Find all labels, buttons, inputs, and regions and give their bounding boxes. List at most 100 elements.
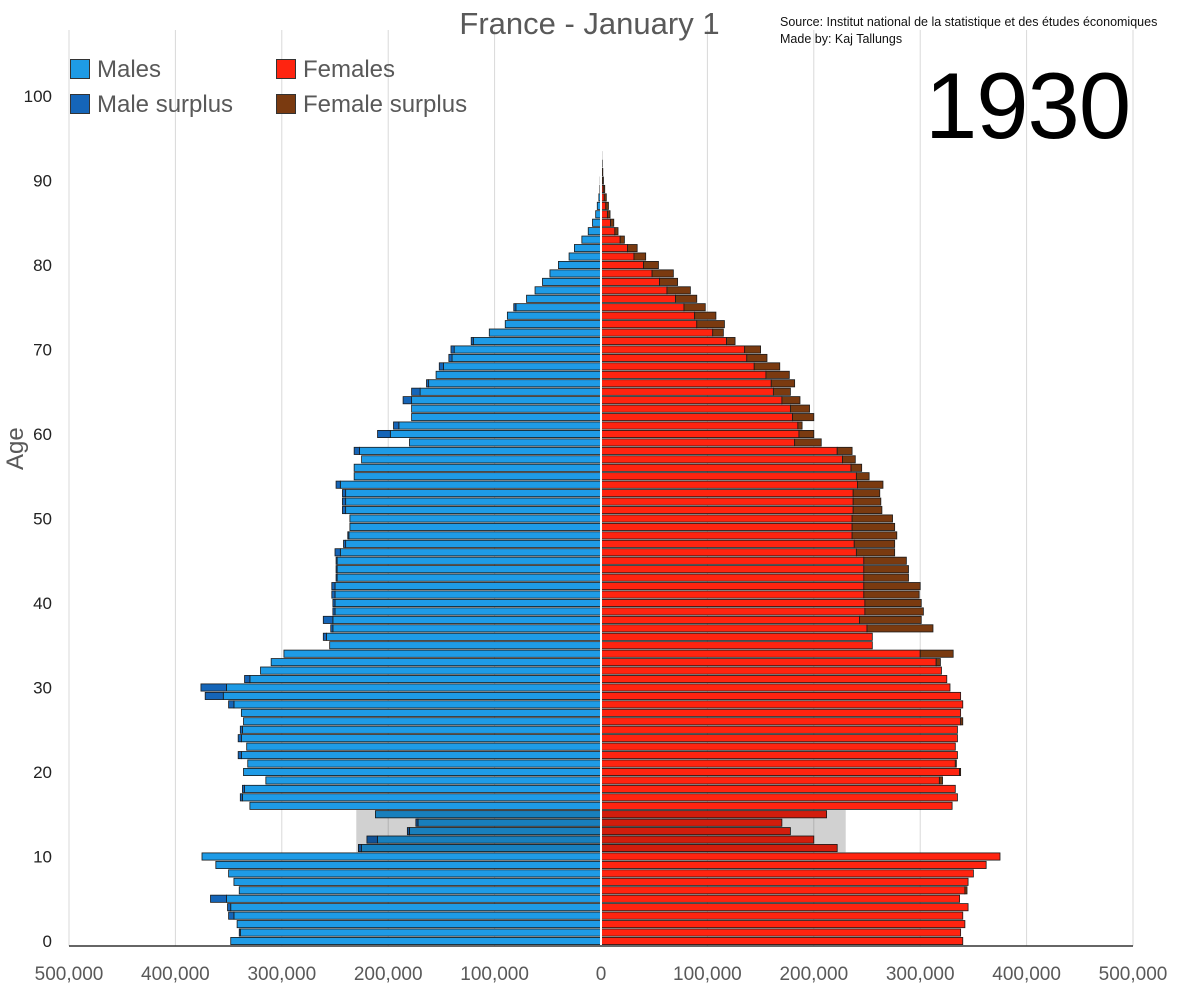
x-tick-label: 500,000 bbox=[1099, 964, 1168, 985]
male-bar bbox=[359, 446, 602, 455]
male-surplus-bar bbox=[342, 497, 347, 506]
female-bar bbox=[600, 759, 956, 768]
male-surplus-bar bbox=[335, 480, 341, 489]
y-tick-label: 10 bbox=[33, 848, 52, 867]
female-surplus-bar bbox=[659, 277, 679, 286]
female-bar bbox=[600, 590, 865, 599]
male-surplus-bar bbox=[332, 599, 336, 608]
male-surplus-bar bbox=[210, 894, 227, 903]
female-surplus-bar bbox=[746, 353, 768, 362]
male-surplus-bar bbox=[228, 911, 235, 920]
female-surplus-bar bbox=[852, 489, 881, 498]
female-surplus-bar bbox=[863, 582, 921, 591]
female-bar bbox=[600, 937, 964, 946]
male-bar bbox=[409, 438, 602, 447]
male-surplus-bar bbox=[238, 928, 241, 937]
y-tick-label: 20 bbox=[33, 763, 52, 782]
male-surplus-bar bbox=[227, 903, 232, 912]
male-bar bbox=[389, 429, 602, 438]
female-bar bbox=[600, 370, 767, 379]
female-bar bbox=[600, 793, 958, 802]
y-tick-label: 100 bbox=[24, 87, 52, 106]
female-bar bbox=[600, 776, 940, 785]
x-tick-label: 100,000 bbox=[673, 964, 742, 985]
female-surplus-bar bbox=[666, 286, 691, 295]
male-bar bbox=[334, 599, 602, 608]
female-bar bbox=[600, 353, 748, 362]
male-surplus-bar bbox=[239, 725, 243, 734]
male-bar bbox=[249, 675, 602, 684]
female-bar bbox=[600, 286, 668, 295]
female-bar bbox=[600, 599, 866, 608]
male-bar bbox=[428, 379, 602, 388]
male-bar bbox=[334, 590, 602, 599]
female-surplus-bar bbox=[852, 506, 883, 515]
female-surplus-bar bbox=[633, 252, 647, 261]
female-surplus-bar bbox=[938, 776, 943, 785]
y-tick-label: 70 bbox=[33, 341, 52, 360]
male-surplus-bar bbox=[353, 446, 360, 455]
female-bar bbox=[600, 303, 685, 312]
male-surplus-bar bbox=[322, 632, 327, 641]
female-bar bbox=[600, 869, 974, 878]
female-bar bbox=[600, 582, 865, 591]
female-surplus-bar bbox=[964, 886, 968, 895]
male-bar bbox=[239, 928, 602, 937]
female-bar bbox=[600, 446, 838, 455]
female-surplus-bar bbox=[855, 548, 896, 557]
male-surplus-bar bbox=[343, 539, 347, 548]
male-surplus-bar bbox=[426, 379, 430, 388]
male-bar bbox=[348, 531, 602, 540]
female-surplus-bar bbox=[851, 514, 893, 523]
male-bar bbox=[240, 751, 602, 760]
y-tick-label: 60 bbox=[33, 425, 52, 444]
male-bar bbox=[230, 937, 602, 946]
male-bar bbox=[345, 506, 602, 515]
male-bar bbox=[260, 666, 602, 675]
female-surplus-bar bbox=[643, 260, 659, 269]
male-bar bbox=[339, 480, 602, 489]
male-bar bbox=[332, 624, 602, 633]
female-bar bbox=[600, 920, 966, 929]
source-credit: Source: Institut national de la statisti… bbox=[780, 14, 1157, 48]
female-bar bbox=[600, 903, 969, 912]
male-surplus-bar bbox=[406, 827, 410, 836]
female-surplus-bar bbox=[651, 269, 674, 278]
female-surplus-bar bbox=[744, 345, 762, 354]
male-bar bbox=[504, 320, 602, 329]
y-tick-label: 50 bbox=[33, 510, 52, 529]
male-surplus-bar bbox=[204, 691, 224, 700]
female-bar bbox=[600, 565, 865, 574]
male-surplus-bar bbox=[242, 784, 245, 793]
legend-label-female-surplus: Female surplus bbox=[303, 91, 468, 118]
x-tick-label: 400,000 bbox=[992, 964, 1061, 985]
female-bar bbox=[600, 235, 621, 244]
male-bar bbox=[345, 489, 602, 498]
female-bar bbox=[600, 911, 964, 920]
female-bar bbox=[600, 742, 956, 751]
male-bar bbox=[230, 903, 602, 912]
bars bbox=[200, 92, 1001, 946]
female-bar bbox=[600, 387, 774, 396]
x-tick-label: 400,000 bbox=[141, 964, 210, 985]
male-bar bbox=[443, 362, 602, 371]
female-bar bbox=[600, 877, 969, 886]
female-surplus-bar bbox=[781, 396, 801, 405]
female-surplus-bar bbox=[712, 328, 724, 337]
female-bar bbox=[600, 691, 962, 700]
male-bar bbox=[339, 548, 602, 557]
female-bar bbox=[600, 573, 865, 582]
female-bar bbox=[600, 218, 611, 227]
male-bar bbox=[243, 768, 602, 777]
male-surplus-bar bbox=[335, 573, 338, 582]
female-surplus-bar bbox=[857, 480, 884, 489]
female-surplus-bar bbox=[797, 421, 803, 430]
male-bar bbox=[353, 472, 602, 481]
female-bar bbox=[600, 328, 714, 337]
female-bar bbox=[600, 768, 960, 777]
male-bar bbox=[534, 286, 602, 295]
male-surplus-bar bbox=[415, 818, 419, 827]
female-bar bbox=[600, 632, 873, 641]
legend-males: Males bbox=[70, 56, 161, 84]
